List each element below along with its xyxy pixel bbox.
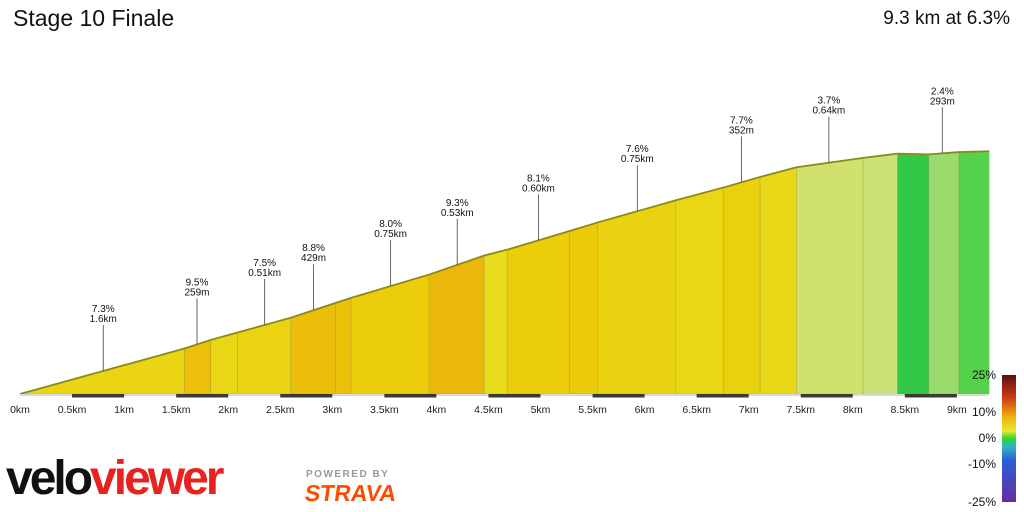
grade-scale-label: 10%	[972, 405, 996, 419]
grade-scale-label: -10%	[968, 457, 996, 471]
grade-scale-label: -25%	[968, 495, 996, 509]
chart-title: Stage 10 Finale	[13, 5, 175, 31]
profile-segment	[350, 274, 430, 395]
profile-segment	[897, 153, 930, 395]
x-tick-label: 6.5km	[682, 404, 711, 416]
km-scale-bar	[904, 394, 957, 398]
km-scale-bar	[280, 394, 333, 398]
profile-segment	[335, 297, 352, 395]
annotation-length: 293m	[930, 96, 955, 107]
x-tick-label: 7.5km	[786, 404, 815, 416]
x-tick-label: 1.5km	[162, 404, 191, 416]
annotation-length: 0.51km	[248, 268, 281, 279]
profile-segment	[675, 187, 725, 395]
x-tick-label: 0km	[10, 404, 30, 416]
profile-segment	[958, 150, 990, 395]
x-tick-label: 7km	[739, 404, 759, 416]
x-tick-label: 5.5km	[578, 404, 607, 416]
profile-segment	[506, 230, 570, 395]
profile-segment	[237, 317, 291, 395]
x-tick-label: 1km	[114, 404, 134, 416]
x-tick-label: 8km	[843, 404, 863, 416]
km-scale-bar	[800, 394, 853, 398]
profile-segment	[483, 249, 508, 395]
annotation-grade: 3.7%	[817, 96, 840, 107]
km-scale-bar	[488, 394, 541, 398]
profile-outline	[19, 150, 990, 395]
x-tick-label: 2km	[218, 404, 238, 416]
profile-segment	[597, 199, 677, 395]
x-tick-label: 8.5km	[891, 404, 920, 416]
annotation-length: 0.60km	[522, 183, 555, 194]
annotation-length: 0.75km	[374, 229, 407, 240]
profile-segment	[290, 302, 336, 395]
logo-text-velo: velo	[6, 452, 93, 505]
annotation-length: 429m	[301, 253, 326, 264]
grade-scale-label: 25%	[972, 368, 996, 382]
annotation-grade: 2.4%	[931, 86, 954, 97]
profile-segment	[428, 255, 485, 395]
annotation-grade: 8.8%	[302, 243, 325, 254]
km-scale-bar	[72, 394, 125, 398]
x-tick-label: 3km	[322, 404, 342, 416]
logo-text-viewer: viewer	[90, 452, 224, 505]
annotation-length: 0.53km	[441, 208, 474, 219]
km-scale-bar	[384, 394, 437, 398]
annotation-grade: 9.3%	[446, 198, 469, 209]
x-tick-label: 3.5km	[370, 404, 399, 416]
x-tick-label: 4km	[426, 404, 446, 416]
annotation-length: 0.64km	[812, 106, 845, 117]
strava-logo: STRAVA	[303, 480, 399, 506]
profile-segment	[928, 151, 960, 395]
annotation-grade: 7.7%	[730, 115, 753, 126]
x-tick-label: 9km	[947, 404, 967, 416]
profile-segment	[759, 166, 797, 395]
annotation-length: 352m	[729, 125, 754, 136]
veloviewer-logo: veloviewer	[6, 450, 224, 508]
annotation-grade: 9.5%	[186, 277, 209, 288]
x-tick-label: 5km	[531, 404, 551, 416]
annotation-grade: 8.0%	[379, 219, 402, 230]
profile-segment	[569, 222, 599, 395]
climb-summary: 9.3 km at 6.3%	[883, 8, 1010, 29]
grade-color-scale	[1002, 375, 1016, 502]
annotation-grade: 7.6%	[626, 144, 649, 155]
profile-segment	[796, 157, 864, 395]
x-tick-label: 2.5km	[266, 404, 295, 416]
annotation-grade: 7.3%	[92, 304, 115, 315]
annotation-length: 0.75km	[621, 154, 654, 165]
km-scale-bar	[696, 394, 749, 398]
profile-segment	[862, 153, 898, 395]
km-scale-bar	[176, 394, 229, 398]
annotation-grade: 8.1%	[527, 173, 550, 184]
x-tick-label: 4.5km	[474, 404, 503, 416]
annotation-length: 1.6km	[90, 314, 117, 325]
profile-segment	[210, 332, 238, 395]
x-tick-label: 0.5km	[58, 404, 87, 416]
powered-by-label: POWERED BY	[306, 469, 390, 480]
annotation-length: 259m	[184, 287, 209, 298]
x-tick-label: 6km	[635, 404, 655, 416]
annotation-grade: 7.5%	[253, 258, 276, 269]
km-scale-bar	[592, 394, 645, 398]
grade-scale-label: 0%	[979, 431, 997, 445]
profile-segment	[723, 176, 761, 395]
